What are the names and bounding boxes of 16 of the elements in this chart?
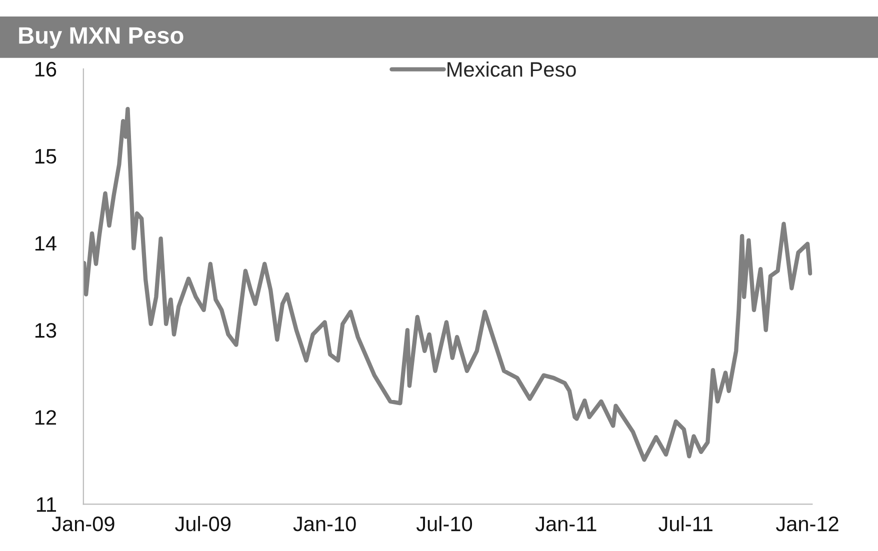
x-tick-label: Jul-09 [175, 516, 230, 532]
chart-title: Buy MXN Peso [19, 27, 184, 48]
y-tick-label: 16 [35, 62, 56, 77]
x-tick-label: Jan-11 [535, 516, 596, 532]
x-tick-label: Jan-12 [776, 516, 838, 532]
x-tick-label: Jan-10 [293, 516, 356, 532]
x-tick-label: Jul-11 [658, 516, 712, 532]
line-series [83, 106, 812, 462]
y-tick-label: 11 [36, 497, 56, 512]
x-tick-label: Jul-10 [416, 516, 472, 532]
y-tick-label: 13 [35, 323, 56, 338]
legend-label: Mexican Peso [448, 62, 576, 77]
x-tick-label: Jan-09 [52, 516, 114, 532]
y-tick-label: 14 [35, 236, 56, 251]
y-tick-label: 12 [35, 410, 56, 425]
y-tick-label: 15 [35, 149, 56, 164]
